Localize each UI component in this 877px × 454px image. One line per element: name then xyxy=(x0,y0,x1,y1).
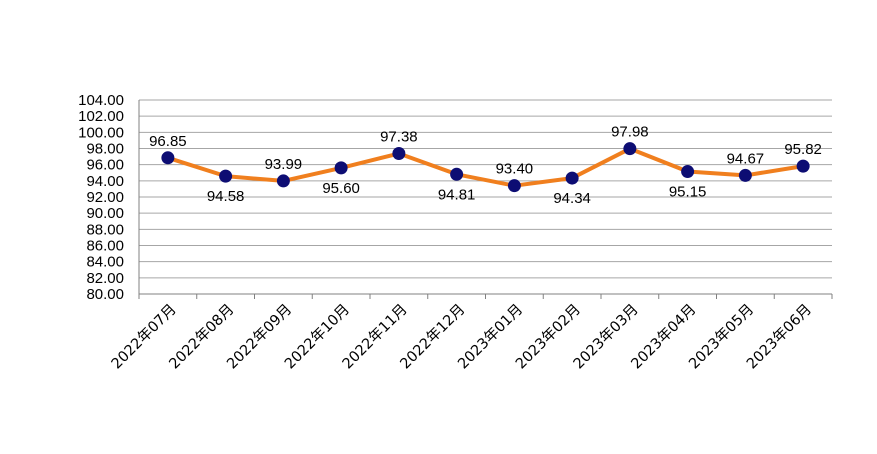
data-label: 94.34 xyxy=(553,190,591,207)
data-point-marker xyxy=(219,169,233,183)
data-point-marker xyxy=(334,161,348,175)
data-label: 94.81 xyxy=(438,186,476,203)
data-labels: 96.85 94.58 93.99 95.60 97.38 94.81 93.40 94.34… xyxy=(149,124,822,207)
data-label: 94.58 xyxy=(207,188,245,205)
y-tick-label: 100.00 xyxy=(78,124,124,141)
y-axis-tick-labels: 80.0082.0084.0086.0088.0090.0092.0094.00… xyxy=(78,92,124,303)
data-label: 93.40 xyxy=(496,161,534,178)
y-tick-label: 98.00 xyxy=(86,141,124,158)
y-tick-label: 102.00 xyxy=(78,108,124,125)
data-label: 97.38 xyxy=(380,129,418,146)
y-tick-label: 86.00 xyxy=(86,238,124,255)
x-axis-tick-labels: 2022年07月2022年08月2022年09月2022年10月2022年11月… xyxy=(108,301,815,373)
y-tick-label: 84.00 xyxy=(86,254,124,271)
data-label: 97.98 xyxy=(611,124,649,141)
data-label: 95.60 xyxy=(322,180,360,197)
data-point-marker xyxy=(392,147,406,161)
y-tick-label: 104.00 xyxy=(78,92,124,109)
series-line-path xyxy=(167,146,804,188)
y-tick-label: 96.00 xyxy=(86,157,124,174)
data-label: 95.82 xyxy=(784,141,822,158)
data-point-marker xyxy=(738,168,752,182)
y-tick-label: 92.00 xyxy=(86,189,124,206)
data-point-marker xyxy=(565,171,579,185)
data-point-marker xyxy=(161,151,175,165)
axes xyxy=(138,100,833,299)
data-label: 95.15 xyxy=(669,184,707,201)
data-label: 96.85 xyxy=(149,133,187,150)
data-point-marker xyxy=(507,179,521,193)
data-point-marker xyxy=(276,174,290,188)
y-tick-label: 80.00 xyxy=(86,286,124,303)
data-point-marker xyxy=(796,159,810,173)
y-tick-label: 94.00 xyxy=(86,173,124,190)
series-line xyxy=(167,146,804,188)
data-label: 94.67 xyxy=(727,150,765,167)
data-label: 93.99 xyxy=(265,156,303,173)
series-markers xyxy=(161,142,810,193)
data-point-marker xyxy=(623,142,637,156)
y-tick-label: 90.00 xyxy=(86,205,124,222)
y-tick-label: 88.00 xyxy=(86,221,124,238)
y-tick-label: 82.00 xyxy=(86,270,124,287)
data-point-marker xyxy=(681,165,695,179)
gridlines xyxy=(139,99,832,295)
data-point-marker xyxy=(450,167,464,181)
